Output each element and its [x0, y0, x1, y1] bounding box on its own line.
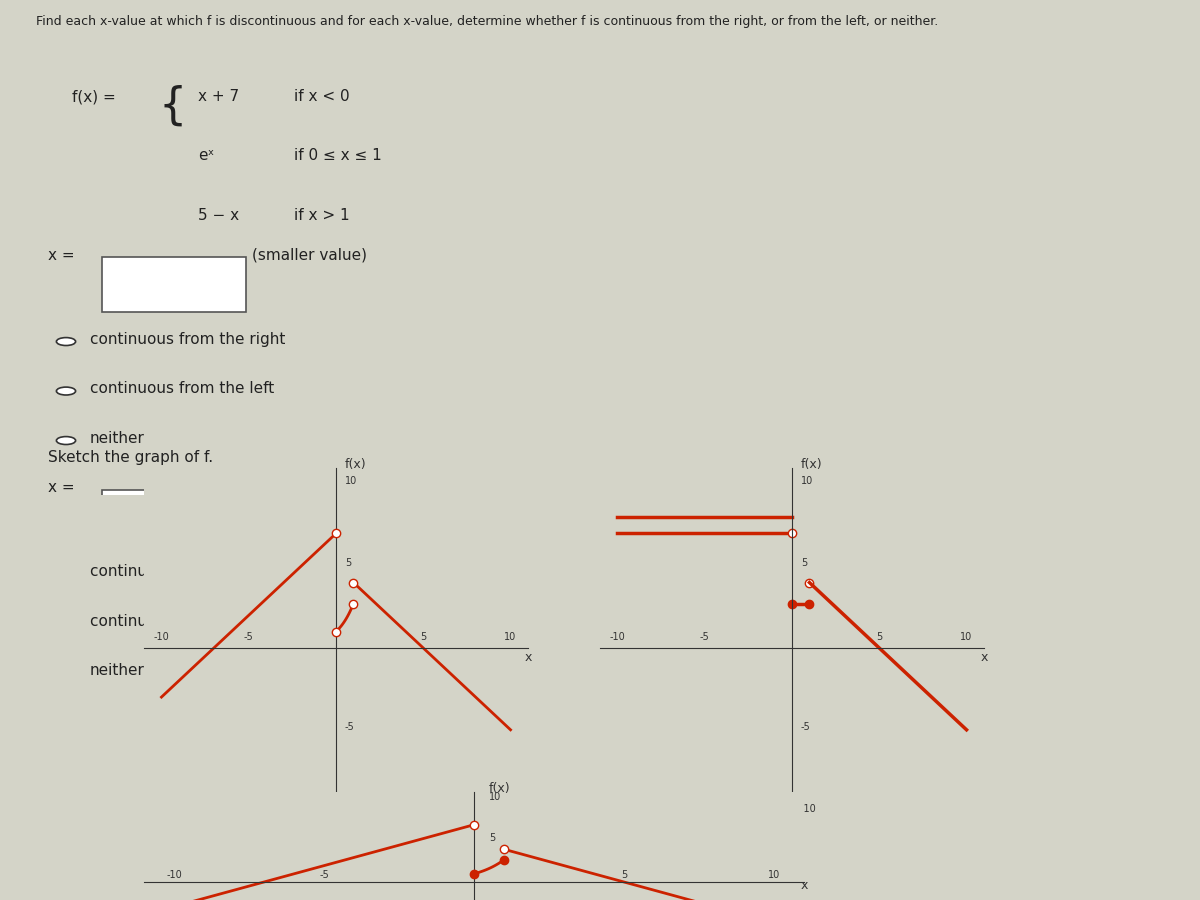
Text: -5: -5	[344, 722, 354, 732]
Bar	[102, 490, 246, 544]
Text: 10: 10	[768, 870, 780, 880]
Text: (smaller value): (smaller value)	[252, 248, 367, 263]
Text: x =: x =	[48, 248, 74, 263]
Text: f(x) =: f(x) =	[72, 89, 115, 104]
Text: Find each x-value at which f is discontinuous and for each x-value, determine wh: Find each x-value at which f is disconti…	[36, 15, 938, 28]
Text: -10: -10	[154, 632, 169, 642]
Text: 10: 10	[490, 792, 502, 802]
Text: 10: 10	[344, 476, 356, 486]
Text: neither: neither	[90, 431, 145, 446]
Text: f(x): f(x)	[800, 458, 822, 471]
Text: x: x	[800, 878, 808, 892]
Text: -10: -10	[800, 804, 816, 814]
Circle shape	[56, 620, 76, 627]
Text: 10: 10	[800, 476, 812, 486]
Text: x: x	[980, 651, 988, 664]
Text: neither: neither	[90, 663, 145, 679]
Bar	[102, 257, 246, 312]
Text: -5: -5	[700, 632, 709, 642]
Text: if x < 0: if x < 0	[294, 89, 349, 104]
Circle shape	[56, 571, 76, 578]
Text: if 0 ≤ x ≤ 1: if 0 ≤ x ≤ 1	[294, 148, 382, 164]
Text: f(x): f(x)	[490, 782, 511, 795]
Text: {: {	[158, 85, 187, 127]
Text: -10: -10	[610, 632, 625, 642]
Text: if x > 1: if x > 1	[294, 208, 349, 223]
Text: eˣ: eˣ	[198, 148, 215, 164]
Circle shape	[56, 387, 76, 395]
Text: -10: -10	[344, 804, 360, 814]
Text: 5: 5	[420, 632, 426, 642]
Text: 10: 10	[960, 632, 973, 642]
Text: continuous from the left: continuous from the left	[90, 614, 275, 629]
Text: -5: -5	[244, 632, 253, 642]
Text: continuous from the right: continuous from the right	[90, 564, 286, 580]
Text: x =: x =	[48, 481, 74, 495]
Text: x + 7: x + 7	[198, 89, 239, 104]
Text: (larger value): (larger value)	[252, 481, 355, 495]
Text: x: x	[524, 651, 532, 664]
Text: 5: 5	[620, 870, 628, 880]
Text: 10: 10	[504, 632, 517, 642]
Text: 5: 5	[876, 632, 882, 642]
Text: 5: 5	[800, 558, 806, 568]
Text: 5: 5	[490, 833, 496, 843]
Circle shape	[56, 436, 76, 445]
Text: continuous from the right: continuous from the right	[90, 331, 286, 346]
Text: -5: -5	[800, 722, 810, 732]
Text: -5: -5	[319, 870, 329, 880]
Circle shape	[56, 338, 76, 346]
Text: -10: -10	[166, 870, 182, 880]
Circle shape	[56, 670, 76, 677]
Text: 5: 5	[344, 558, 350, 568]
Text: Sketch the graph of f.: Sketch the graph of f.	[48, 450, 214, 465]
Text: continuous from the left: continuous from the left	[90, 382, 275, 396]
Text: 5 − x: 5 − x	[198, 208, 239, 223]
Text: f(x): f(x)	[344, 458, 366, 471]
